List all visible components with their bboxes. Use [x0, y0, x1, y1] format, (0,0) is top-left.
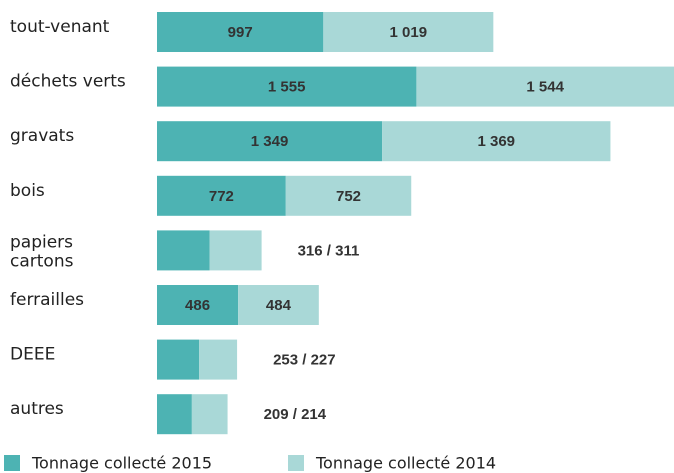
bar-segment: [157, 394, 192, 435]
category-label: DEEE: [10, 345, 55, 365]
value-label: 1 019: [390, 24, 428, 41]
value-label: 253 / 227: [273, 352, 336, 369]
bar-segment: [157, 12, 324, 52]
bar-segment: [382, 121, 611, 162]
value-label: 316 / 311: [298, 242, 360, 259]
bar-segment: [285, 175, 412, 216]
category-label: autres: [10, 399, 64, 419]
value-label: 1 369: [477, 133, 515, 150]
bar-segment: [157, 339, 200, 380]
bar-segment: [209, 230, 262, 271]
legend-swatch: [4, 455, 20, 471]
bar-segment: [323, 12, 494, 52]
bar-segment: [199, 339, 238, 380]
category-label: papiers cartons: [10, 232, 74, 271]
value-label: 1 349: [251, 133, 289, 150]
category-label: bois: [10, 181, 45, 201]
value-label: 486: [185, 297, 210, 314]
value-label: 1 544: [526, 79, 564, 96]
legend-swatch: [288, 455, 304, 471]
bar-segment: [157, 230, 210, 271]
bar-segment: [238, 285, 319, 325]
bar-segment: [416, 66, 674, 107]
bar-segment: [157, 66, 417, 107]
legend-label: Tonnage collecté 2015: [31, 454, 212, 473]
category-label: tout-venant: [10, 17, 110, 37]
value-label: 484: [266, 297, 292, 314]
bar-segment: [157, 175, 286, 216]
legend-label: Tonnage collecté 2014: [315, 454, 496, 473]
bar-segment: [191, 394, 228, 435]
bar-segment: [157, 121, 383, 162]
value-label: 997: [228, 24, 253, 41]
category-label: gravats: [10, 126, 74, 146]
value-label: 772: [209, 188, 234, 205]
value-label: 209 / 214: [264, 406, 327, 423]
category-line: papiers: [10, 232, 73, 252]
value-label: 1 555: [268, 79, 306, 96]
category-line: cartons: [10, 251, 74, 271]
bar-segment: [157, 285, 239, 325]
category-label: déchets verts: [10, 72, 126, 92]
value-label: 752: [336, 188, 361, 205]
category-label: ferrailles: [10, 290, 84, 310]
